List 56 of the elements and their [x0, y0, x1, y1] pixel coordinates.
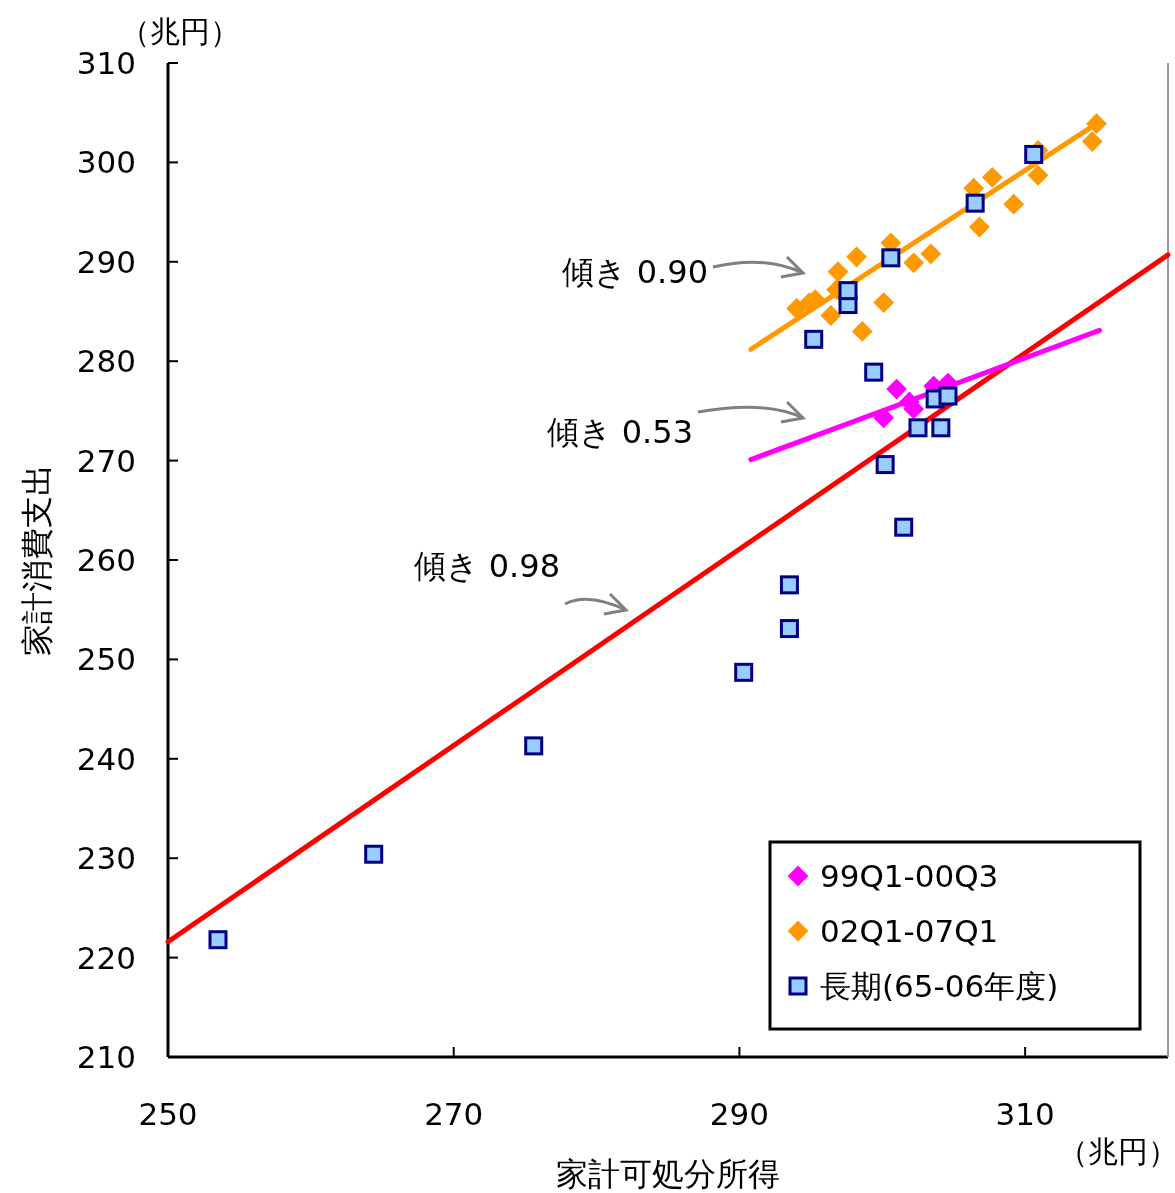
y-tick-label: 280 [76, 343, 136, 380]
x-tick-label: 290 [709, 1096, 770, 1132]
point [965, 193, 985, 213]
point [786, 298, 807, 319]
point [804, 329, 824, 349]
annotation: 傾き 0.53 [546, 413, 693, 451]
x-tick-label: 310 [995, 1096, 1055, 1132]
point [364, 844, 384, 864]
y-tick-label: 300 [76, 144, 136, 181]
point [838, 281, 858, 301]
point [873, 292, 895, 313]
point [1081, 131, 1103, 152]
point [981, 166, 1003, 188]
point [851, 320, 873, 342]
point [827, 261, 849, 283]
point [873, 407, 895, 429]
legend-label: 99Q1-00Q3 [820, 858, 999, 894]
point [820, 305, 842, 326]
point [1003, 193, 1025, 215]
point [881, 248, 901, 268]
x-tick-label: 270 [424, 1096, 484, 1132]
y-axis-title: 家計消費支出 [18, 464, 56, 656]
y-tick-label: 290 [76, 243, 136, 280]
point [734, 662, 754, 682]
point [903, 252, 925, 274]
point [864, 362, 884, 382]
y-tick-label: 230 [76, 840, 136, 877]
x-axis-title: 家計可処分所得 [556, 1155, 780, 1193]
point [969, 216, 990, 238]
point [920, 243, 942, 265]
point [779, 619, 799, 639]
x-tick-label: 250 [138, 1096, 198, 1132]
y-tick-label: 260 [76, 542, 136, 578]
annotation: 傾き 0.90 [561, 253, 708, 291]
point [1086, 113, 1107, 135]
point [886, 378, 907, 400]
point [1027, 164, 1049, 186]
point [894, 517, 914, 537]
point [1024, 144, 1044, 164]
point [875, 455, 895, 475]
point [931, 418, 951, 438]
point [938, 386, 958, 406]
y-tick-label: 210 [76, 1039, 136, 1075]
y-tick-label: 250 [76, 641, 136, 678]
point [779, 575, 799, 595]
annotation: 傾き 0.98 [413, 547, 560, 585]
legend-label: 02Q1-07Q1 [820, 913, 999, 949]
y-tick-label: 240 [76, 740, 136, 777]
point [846, 246, 867, 268]
y-tick-label: 220 [76, 939, 136, 976]
legend-label: 長期(65-06年度) [820, 968, 1059, 1004]
text: （兆円） [1058, 1134, 1175, 1169]
y-tick-label: 270 [76, 442, 136, 479]
point [208, 930, 228, 950]
point [524, 736, 544, 756]
point [908, 418, 928, 438]
